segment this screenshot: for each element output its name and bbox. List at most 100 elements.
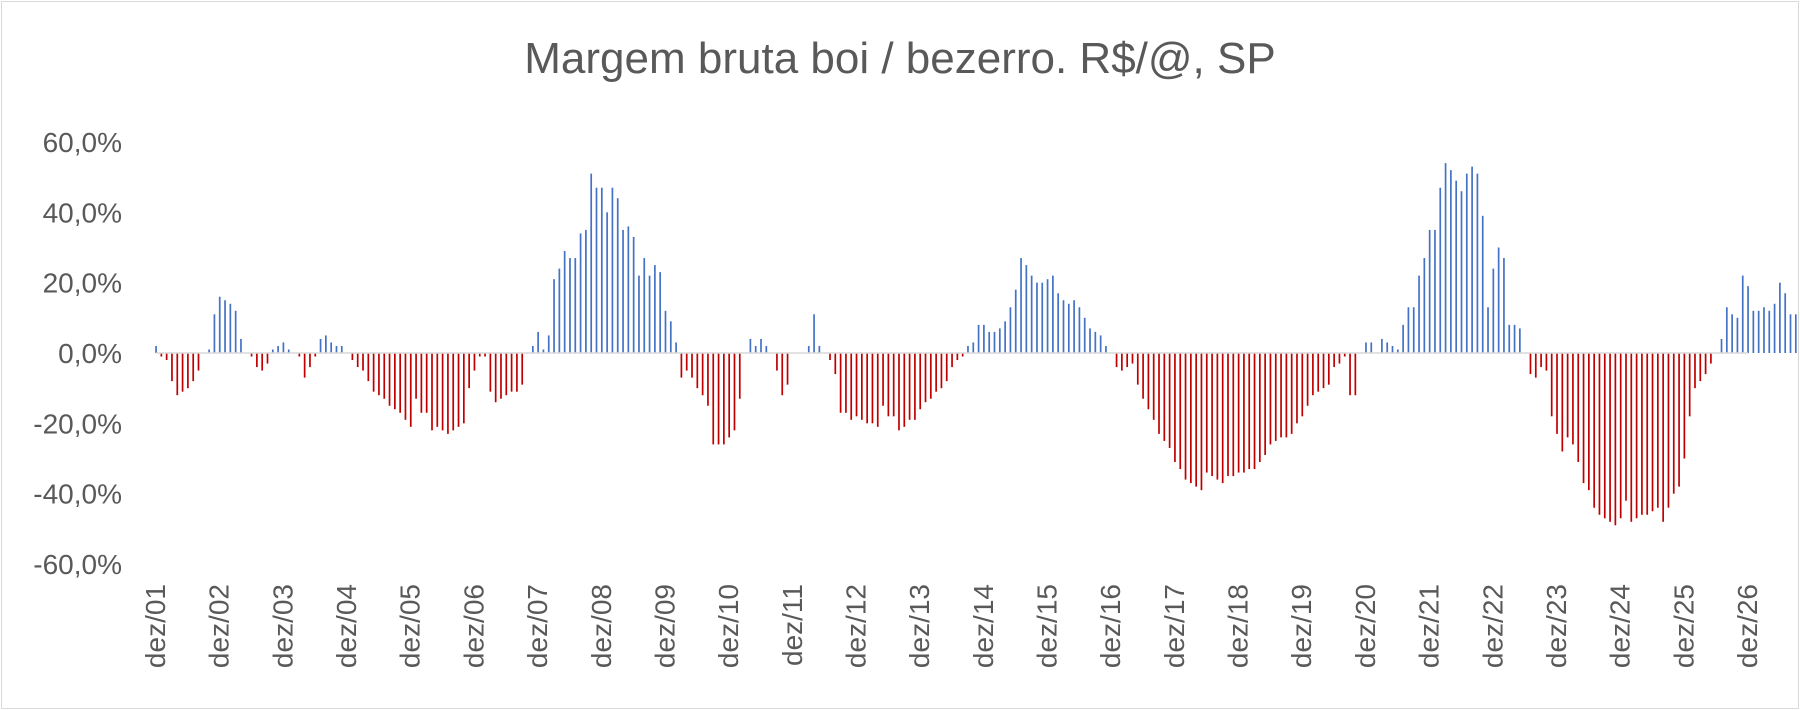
y-tick-label: 60,0% (43, 127, 122, 158)
bar (1423, 258, 1426, 353)
bar (1720, 338, 1723, 353)
bar (1142, 353, 1144, 399)
x-tick-label: dez/25 (1668, 584, 1699, 668)
bar (478, 353, 481, 357)
bar (1099, 335, 1102, 353)
bar (1725, 307, 1728, 353)
bar (271, 349, 274, 353)
bar (351, 353, 354, 361)
bar (208, 349, 210, 353)
bar (282, 342, 285, 353)
bar (1577, 353, 1580, 463)
bar (967, 345, 969, 353)
bar (1710, 353, 1712, 364)
bar (887, 353, 890, 417)
bar (431, 353, 433, 431)
bar (1381, 338, 1383, 353)
bar (1439, 187, 1442, 353)
bar (1089, 328, 1091, 353)
bar (993, 331, 996, 353)
bar (1052, 275, 1054, 353)
bar (855, 353, 858, 417)
bar (1386, 342, 1389, 353)
bar (516, 353, 518, 392)
bar (1041, 282, 1044, 353)
bar (1503, 258, 1505, 353)
bar (1147, 353, 1150, 410)
bar (1593, 353, 1596, 508)
bar (733, 353, 736, 431)
bar (224, 300, 226, 353)
bar (1306, 353, 1309, 406)
bar (717, 353, 720, 445)
bar (956, 353, 959, 361)
bar (452, 353, 455, 431)
bar (712, 353, 715, 445)
bar (234, 310, 237, 353)
bar (1407, 307, 1410, 353)
bar (961, 353, 964, 357)
x-tick-label: dez/20 (1350, 584, 1381, 668)
bar (876, 353, 879, 427)
bar (484, 353, 486, 357)
bar (261, 353, 264, 371)
bar (696, 353, 699, 389)
bar (1243, 353, 1245, 473)
bar (776, 353, 778, 371)
bar (1757, 310, 1760, 353)
bar (569, 258, 571, 353)
bar (1641, 353, 1643, 515)
bar (1412, 307, 1415, 353)
bar (425, 353, 428, 413)
bar (547, 335, 550, 353)
bar (1651, 353, 1654, 512)
bar (1296, 353, 1298, 424)
bar (1014, 289, 1017, 353)
bar (330, 342, 333, 353)
bar (1211, 353, 1213, 477)
bar (1285, 353, 1288, 438)
bar (1747, 286, 1749, 353)
bar (882, 353, 884, 406)
bar (1205, 353, 1208, 473)
bar (1678, 353, 1680, 487)
bar (1301, 353, 1304, 417)
bar (1227, 353, 1229, 477)
bar (1030, 275, 1033, 353)
y-tick-label: 0,0% (58, 338, 122, 369)
bar (622, 229, 624, 353)
bar (940, 353, 943, 389)
bar (1699, 353, 1702, 382)
bar (187, 353, 189, 389)
bar (1317, 353, 1320, 392)
bar (1763, 307, 1765, 353)
bar (1264, 353, 1266, 455)
bar (898, 353, 900, 431)
bar (1619, 353, 1622, 519)
bar (1428, 229, 1431, 353)
bar (1471, 166, 1473, 353)
bar (691, 353, 693, 378)
bar (218, 296, 221, 353)
bar (1057, 293, 1060, 353)
bar (372, 353, 375, 392)
bar (436, 353, 439, 427)
bar (765, 345, 768, 353)
bar (1550, 353, 1553, 417)
bar (521, 353, 524, 385)
bar (1784, 293, 1787, 353)
bar (834, 353, 837, 375)
bar (287, 349, 290, 353)
bar (818, 345, 821, 353)
x-tick-label: dez/19 (1286, 584, 1317, 668)
bar (643, 258, 646, 353)
bar (701, 353, 704, 396)
bar (1338, 353, 1341, 364)
bar (1190, 353, 1192, 484)
bar (494, 353, 497, 403)
bar (489, 353, 492, 392)
bar (977, 324, 980, 353)
bar (1635, 353, 1638, 519)
bar (542, 349, 545, 353)
bar (1418, 275, 1420, 353)
